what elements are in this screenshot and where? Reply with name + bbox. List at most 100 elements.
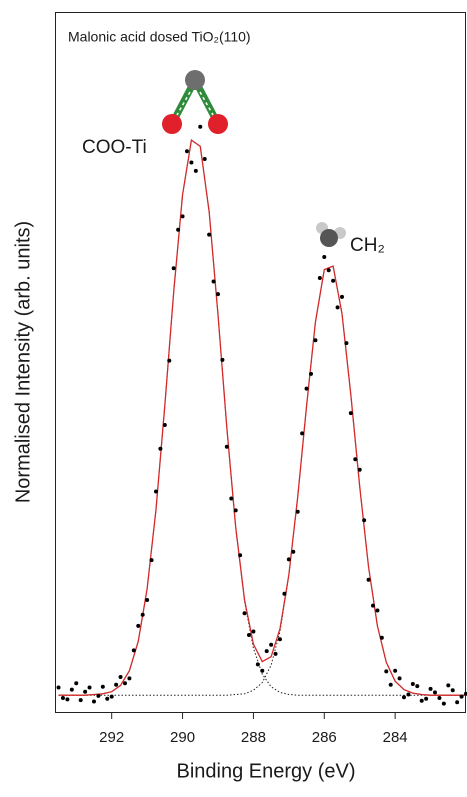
- data-point: [459, 694, 464, 699]
- data-point: [220, 357, 225, 362]
- data-point: [446, 683, 451, 688]
- data-point: [322, 255, 327, 259]
- data-point: [410, 682, 415, 686]
- data-point: [158, 446, 163, 451]
- data-point: [202, 157, 207, 161]
- data-point: [189, 160, 194, 165]
- peak-label: COO-Ti: [82, 137, 147, 158]
- data-point: [118, 675, 123, 679]
- x-axis-title: Binding Energy (eV): [177, 760, 356, 782]
- data-point: [335, 305, 340, 310]
- data-point: [277, 637, 282, 642]
- data-point: [295, 509, 300, 514]
- data-point: [140, 612, 145, 617]
- data-point: [83, 689, 88, 694]
- data-point: [224, 444, 229, 449]
- data-point: [149, 558, 154, 563]
- data-point: [229, 496, 234, 501]
- data-point: [269, 642, 274, 647]
- x-tick-label: 290: [170, 729, 195, 746]
- data-point: [78, 698, 83, 703]
- data-point: [109, 694, 114, 699]
- data-point: [450, 688, 455, 693]
- data-point: [56, 685, 61, 690]
- data-point: [162, 423, 167, 427]
- data-point: [362, 518, 367, 523]
- data-point: [300, 431, 305, 436]
- data-point: [264, 649, 269, 654]
- data-point: [176, 227, 181, 232]
- data-point: [180, 214, 185, 219]
- data-point: [424, 696, 429, 701]
- data-point: [331, 278, 336, 283]
- data-point: [326, 268, 331, 273]
- data-point: [441, 701, 446, 706]
- x-tick-label: 288: [241, 729, 266, 746]
- data-point: [65, 697, 70, 702]
- data-point: [184, 149, 189, 154]
- data-point: [339, 294, 344, 299]
- data-point: [313, 338, 318, 343]
- data-point: [211, 279, 216, 284]
- data-point: [153, 489, 158, 494]
- x-tick-label: 284: [383, 729, 408, 746]
- data-point: [114, 682, 119, 687]
- x-tick-label: 286: [312, 729, 337, 746]
- data-point: [419, 698, 424, 703]
- data-point: [87, 685, 92, 690]
- component-curve: [58, 139, 466, 696]
- data-point: [464, 691, 467, 696]
- data-point: [69, 687, 74, 692]
- data-point: [401, 695, 406, 700]
- data-point: [136, 623, 141, 628]
- data-point: [379, 635, 384, 640]
- data-point: [304, 386, 309, 391]
- data-point: [207, 232, 212, 237]
- data-point: [233, 508, 238, 513]
- data-point: [393, 668, 398, 673]
- data-point: [100, 684, 105, 689]
- data-point: [317, 276, 322, 280]
- data-point: [273, 651, 278, 656]
- data-point: [246, 633, 251, 637]
- data-point: [91, 699, 96, 704]
- data-point: [406, 692, 411, 697]
- data-point: [397, 676, 402, 681]
- data-point: [415, 684, 420, 689]
- data-point: [131, 648, 136, 653]
- data-point: [282, 591, 287, 596]
- y-axis-title: Normalised Intensity (arb. units): [12, 221, 34, 503]
- data-point: [167, 358, 172, 363]
- data-point: [122, 681, 127, 686]
- data-point: [353, 457, 358, 462]
- data-point: [105, 696, 110, 701]
- data-point: [370, 603, 375, 608]
- data-point: [251, 629, 256, 634]
- plot-frame: [55, 12, 466, 713]
- data-point: [127, 676, 132, 681]
- data-point: [291, 549, 296, 554]
- data-point: [96, 693, 101, 698]
- data-point: [242, 611, 247, 616]
- data-point: [428, 686, 433, 691]
- data-point: [255, 662, 260, 667]
- data-point: [193, 168, 198, 173]
- data-point: [260, 668, 265, 673]
- carboxylate-icon: [162, 70, 228, 134]
- data-point: [437, 696, 442, 700]
- data-point: [348, 411, 353, 416]
- data-point: [388, 682, 393, 687]
- data-point: [171, 266, 176, 271]
- data-point: [455, 700, 460, 705]
- data-point: [145, 598, 150, 602]
- data-point: [375, 608, 380, 613]
- data-point: [357, 467, 362, 472]
- data-point: [60, 696, 65, 700]
- methylene-icon: [316, 222, 346, 247]
- peak-label: CH₂: [350, 235, 385, 256]
- data-point: [308, 371, 313, 376]
- fit-curve: [58, 138, 466, 696]
- data-point: [432, 690, 437, 695]
- x-tick-label: 292: [99, 729, 124, 746]
